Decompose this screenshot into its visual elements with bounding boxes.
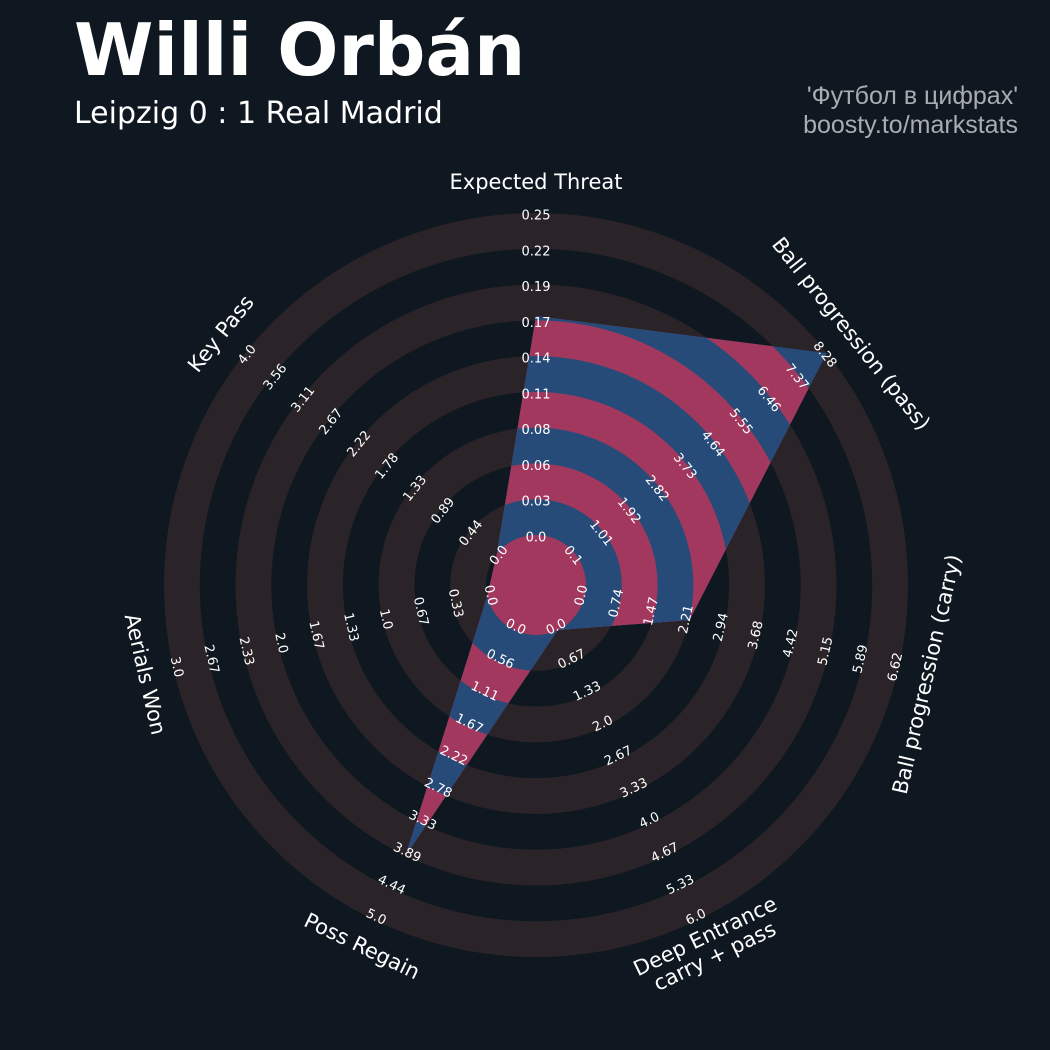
radar-center — [486, 535, 586, 635]
tick-label: 1.67 — [305, 619, 326, 651]
credit-line-2: boosty.to/markstats — [803, 110, 1018, 139]
tick-label: 0.03 — [522, 495, 551, 510]
tick-label: 0.0 — [481, 584, 500, 608]
tick-label: 0.33 — [445, 588, 466, 620]
tick-label: 2.33 — [235, 635, 256, 667]
tick-label: 5.15 — [815, 635, 836, 667]
tick-label: 3.0 — [167, 655, 186, 679]
match-subtitle: Leipzig 0 : 1 Real Madrid — [74, 96, 443, 131]
tick-label: 3.68 — [746, 619, 767, 651]
tick-label: 2.67 — [201, 643, 222, 675]
parameter-label: Aerials Won — [120, 611, 171, 737]
tick-label: 0.0 — [572, 584, 591, 608]
tick-label: 2.0 — [271, 631, 290, 655]
chart-title: Willi Orbán — [74, 8, 526, 92]
ring-band — [163, 212, 909, 958]
tick-label: 0.0 — [526, 531, 547, 546]
tick-label: 0.67 — [410, 596, 431, 628]
credit-line-1: 'Футбол в цифрах' — [806, 82, 1018, 110]
tick-label: 0.25 — [522, 209, 551, 224]
tick-label: 0.74 — [606, 588, 627, 620]
tick-label: 4.42 — [781, 627, 802, 659]
credit: 'Футбол в цифрах' boosty.to/markstats — [803, 82, 1018, 140]
ring-band — [235, 284, 837, 886]
tick-label: 2.94 — [711, 611, 732, 643]
tick-label: 2.21 — [676, 604, 697, 636]
tick-label: 1.47 — [641, 596, 662, 628]
tick-label: 0.14 — [522, 352, 551, 367]
parameter-label: Expected Threat — [450, 170, 623, 194]
tick-label: 0.08 — [522, 423, 551, 438]
tick-label: 6.62 — [885, 651, 906, 683]
tick-label: 0.22 — [522, 244, 551, 259]
tick-label: 1.0 — [376, 608, 395, 632]
tick-label: 0.11 — [522, 387, 551, 402]
tick-label: 5.89 — [850, 643, 871, 675]
tick-label: 0.06 — [522, 459, 551, 474]
tick-label: 0.17 — [522, 316, 551, 331]
tick-label: 0.19 — [522, 280, 551, 295]
tick-label: 1.33 — [340, 611, 361, 643]
